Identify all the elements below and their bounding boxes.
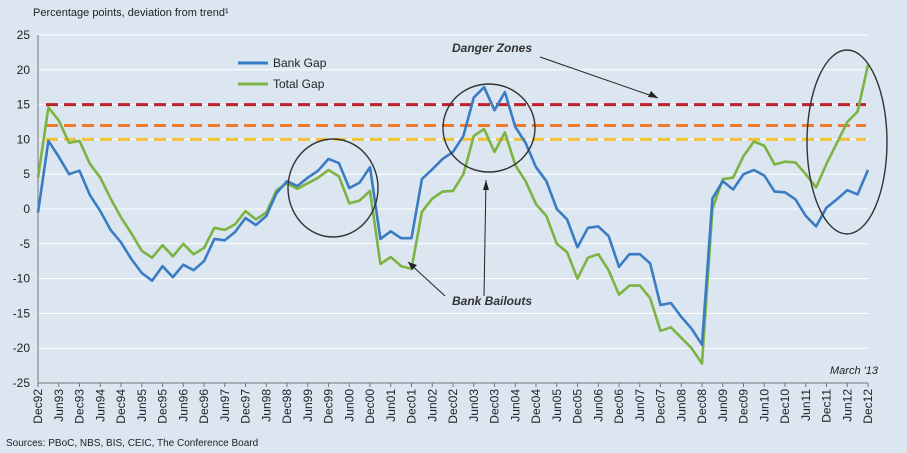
legend-label: Bank Gap (273, 56, 327, 70)
x-tick-label: Dec12 (861, 389, 875, 424)
danger-zones-arrow (539, 56, 659, 99)
y-tick-label: 15 (17, 98, 31, 112)
x-tick-label: Dec99 (322, 389, 336, 424)
danger-circle-2003 (442, 83, 536, 173)
x-tick-label: Jun06 (591, 389, 605, 422)
x-tick-label: Jun97 (218, 389, 232, 422)
x-tick-label: Jun98 (259, 389, 273, 422)
x-tick-label: Jun02 (425, 389, 439, 422)
reference-lines (46, 103, 866, 141)
text-layer: Percentage points, deviation from trend¹… (6, 7, 879, 449)
y-tick-label: 5 (23, 167, 30, 181)
date-note: March '13 (830, 365, 879, 377)
legend: Bank Gap Total Gap (238, 56, 327, 91)
bailout-circle-1999 (287, 138, 379, 238)
x-tick-label: Dec94 (114, 389, 128, 424)
x-tick-label: Dec97 (239, 389, 253, 424)
x-tick-label: Jun00 (342, 389, 356, 422)
y-tick-label: -25 (13, 376, 31, 390)
bailout-arrowhead-2 (483, 180, 489, 190)
x-tick-label: Dec05 (571, 389, 585, 424)
annotations (287, 49, 888, 297)
x-tick-label: Jun94 (93, 389, 107, 422)
x-tick-label: Jun96 (176, 389, 190, 422)
x-tick-label: Dec98 (280, 389, 294, 424)
series-line (36, 64, 870, 365)
x-tick-label: Dec07 (654, 389, 668, 424)
legend-label: Total Gap (273, 77, 325, 91)
x-tick-label: Dec04 (529, 389, 543, 424)
y-tick-label: 20 (17, 63, 31, 77)
y-tick-label: 0 (23, 202, 30, 216)
x-tick-label: Dec09 (737, 389, 751, 424)
bailout-arrow-2 (483, 179, 487, 297)
x-tick-label: Dec96 (197, 389, 211, 424)
x-tick-label: Dec95 (156, 389, 170, 424)
chart-title: Percentage points, deviation from trend¹ (33, 7, 229, 19)
x-tick-label: Jun11 (799, 389, 813, 421)
danger-circle-2012 (806, 49, 888, 235)
grid (38, 34, 868, 384)
x-tick-label: Jun12 (840, 389, 854, 422)
source-note: Sources: PBoC, NBS, BIS, CEIC, The Confe… (6, 438, 258, 449)
x-tick-label: Dec03 (488, 389, 502, 424)
x-tick-label: Jun99 (301, 389, 315, 422)
x-tick-label: Jun01 (384, 389, 398, 422)
x-tick-label: Jun09 (716, 389, 730, 422)
danger-zones-arrowhead (648, 91, 658, 98)
x-tick-label: Dec06 (612, 389, 626, 424)
x-tick-label: Dec93 (73, 389, 87, 424)
y-tick-label: -10 (13, 272, 31, 286)
danger-zones-label: Danger Zones (452, 41, 532, 55)
bank-bailouts-label: Bank Bailouts (452, 294, 532, 308)
x-tick-label: Dec92 (31, 389, 45, 424)
y-tick-label: 25 (17, 28, 31, 42)
x-tick-label: Jun04 (508, 389, 522, 422)
x-tick-label: Jun10 (757, 389, 771, 422)
x-tick-label: Jun07 (633, 389, 647, 422)
y-tick-label: -5 (19, 237, 30, 251)
series-line (36, 85, 870, 347)
x-tick-label: Dec08 (695, 389, 709, 424)
x-tick-label: Dec10 (778, 389, 792, 424)
x-tick-label: Dec11 (820, 389, 834, 423)
x-tick-label: Jun03 (467, 389, 481, 422)
x-tick-label: Dec00 (363, 389, 377, 424)
axes: -25 -20 -15 -10 -5 0 5 10 15 20 25 Dec92 Jun93 Dec93 J… (13, 28, 875, 424)
y-tick-label: -20 (13, 341, 31, 355)
series-lines (36, 64, 870, 365)
y-tick-label: 10 (17, 132, 31, 146)
x-tick-label: Jun95 (135, 389, 149, 422)
x-tick-label: Jun93 (52, 389, 66, 422)
bailout-arrowhead-1 (408, 262, 417, 270)
x-tick-label: Jun08 (674, 389, 688, 422)
x-tick-label: Dec02 (446, 389, 460, 424)
x-tick-label: Jun05 (550, 389, 564, 422)
y-tick-label: -15 (13, 306, 31, 320)
x-tick-label: Dec01 (405, 389, 419, 424)
